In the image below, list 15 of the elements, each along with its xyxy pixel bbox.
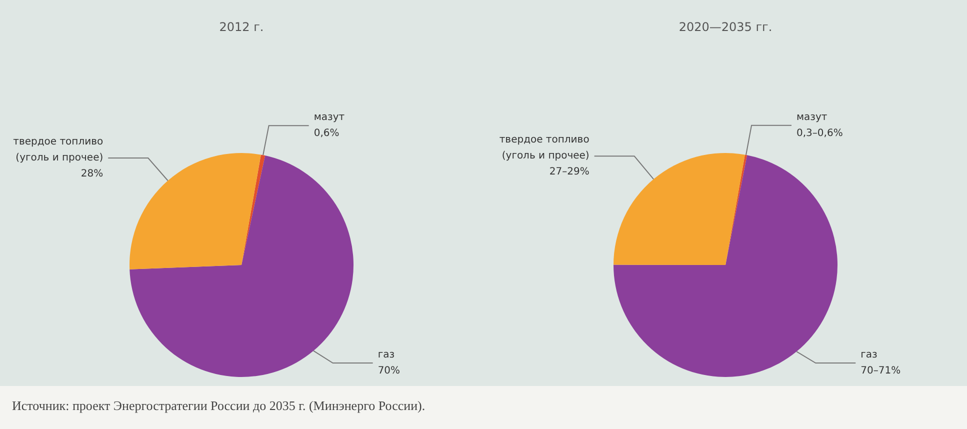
slice-label: твердое топливо (уголь и прочее): [13, 136, 104, 164]
text: Источник: проект Энергостратегии России до 2035 г. (Минэнерго России).: [0, 386, 967, 429]
data-label: 70%: [378, 366, 400, 376]
data-label: 0,3–0,6%: [796, 128, 843, 139]
chart-title: 2012 г.: [219, 20, 264, 34]
slice-label: твердое топливо (уголь и прочее): [499, 134, 590, 162]
slice-label: газ: [860, 350, 878, 360]
data-label: 70–71%: [860, 366, 901, 376]
slice-label: мазут: [796, 112, 828, 123]
data-label: 0,6%: [314, 128, 340, 140]
data-label: 28%: [80, 168, 104, 180]
slice-label: мазут: [314, 112, 345, 124]
slice-label: газ: [378, 350, 395, 360]
data-label: 27–29%: [549, 166, 590, 178]
chart-title: 2020—2035 гг.: [678, 20, 772, 34]
